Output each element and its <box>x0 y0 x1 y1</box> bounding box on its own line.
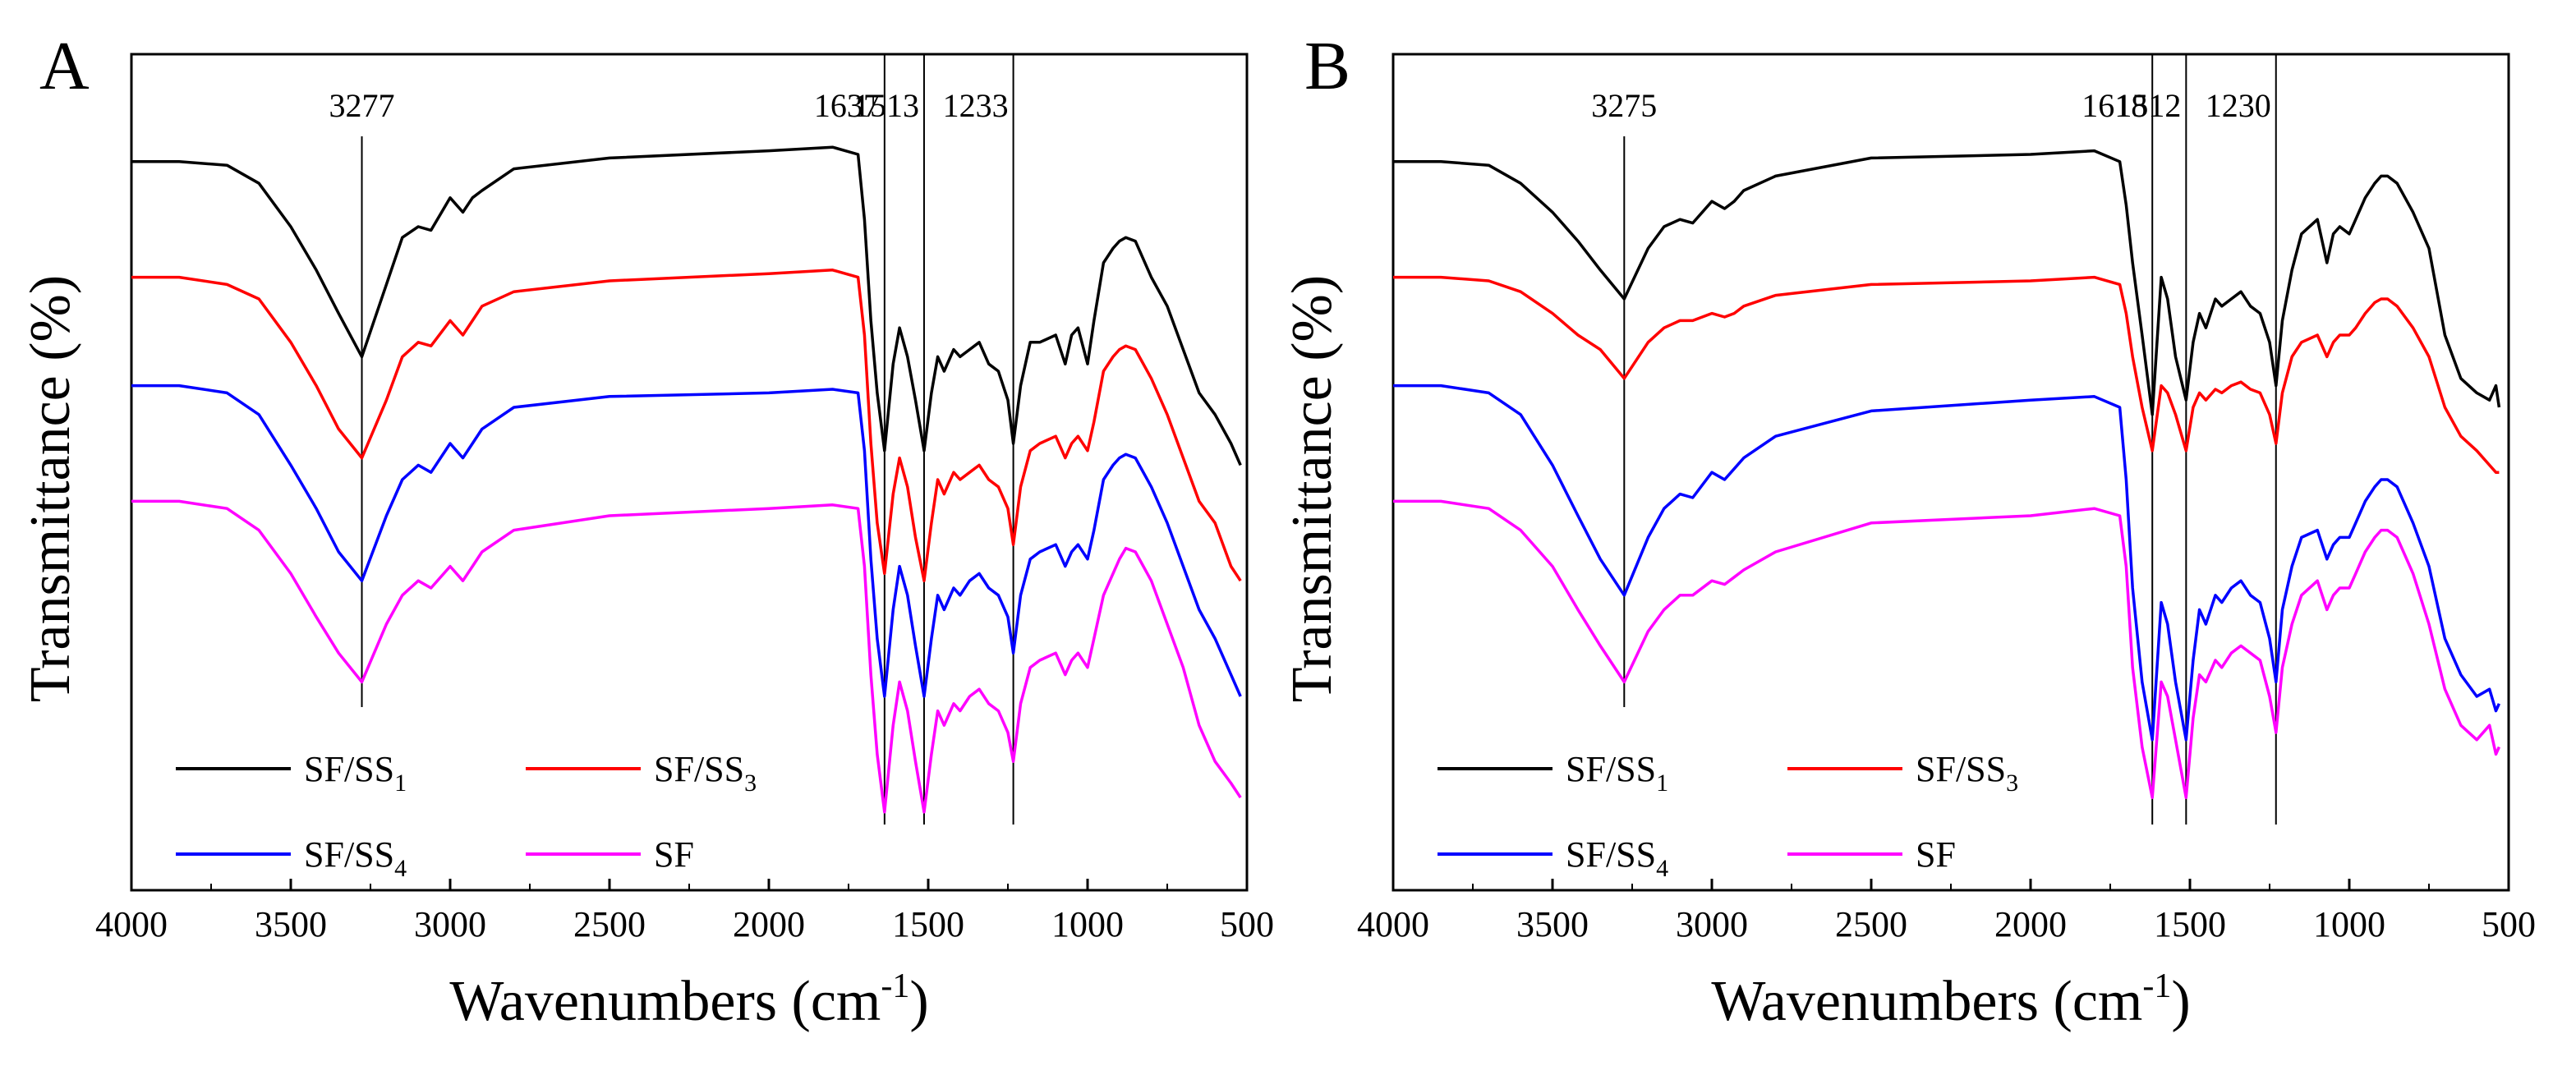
x-tick-label: 3500 <box>255 904 327 944</box>
legend-item-sf-ss3: SF/SS3 <box>1787 749 2018 797</box>
series-line-sf-ss3 <box>1393 275 2500 474</box>
legend-label: SF/SS1 <box>1566 749 1668 797</box>
series-line-sf-ss4 <box>131 384 1242 698</box>
panel-letter: A <box>39 28 90 104</box>
x-tick-label: 2500 <box>573 904 646 944</box>
legend-item-sf-ss3: SF/SS3 <box>526 749 757 797</box>
legend-item-sf: SF <box>1787 834 1956 875</box>
legend-label: SF <box>654 834 694 875</box>
legend-label: SF/SS1 <box>304 749 407 797</box>
x-tick-label: 2000 <box>1994 904 2067 944</box>
x-axis-label: Wavenumbers (cm-1) <box>1711 967 2190 1033</box>
series-line-sf-ss3 <box>131 269 1242 582</box>
peak-label-3277: 3277 <box>329 87 395 124</box>
legend-item-sf: SF <box>526 834 694 875</box>
x-tick-label: 1500 <box>892 904 964 944</box>
x-tick-label: 4000 <box>95 904 168 944</box>
legend-item-sf-ss1: SF/SS1 <box>176 749 407 797</box>
x-tick-label: 1000 <box>1051 904 1124 944</box>
x-tick-label: 3000 <box>1676 904 1748 944</box>
legend-label: SF/SS4 <box>304 834 407 882</box>
series-line-sf-ss4 <box>1393 384 2500 742</box>
y-axis-label: Transmittance (%) <box>1281 275 1344 702</box>
series-line-sf-ss1 <box>131 145 1242 466</box>
x-tick-label: 1000 <box>2313 904 2385 944</box>
series-line-sf <box>131 499 1242 814</box>
peak-label-1513: 1513 <box>853 87 919 124</box>
x-tick-label: 500 <box>2482 904 2536 944</box>
x-tick-label: 3500 <box>1516 904 1589 944</box>
x-tick-label: 4000 <box>1357 904 1429 944</box>
legend-label: SF/SS4 <box>1566 834 1668 882</box>
peak-label-1637: 1637 <box>814 87 880 124</box>
x-tick-label: 3000 <box>414 904 486 944</box>
peak-label-1230: 1230 <box>2206 87 2271 124</box>
series-line-sf-ss1 <box>1393 149 2501 416</box>
legend-label: SF/SS3 <box>1916 749 2018 797</box>
legend-label: SF/SS3 <box>654 749 757 797</box>
peak-label-1618: 1618 <box>2082 87 2147 124</box>
x-tick-label: 2000 <box>733 904 805 944</box>
legend-label: SF <box>1916 834 1956 875</box>
panel-letter: B <box>1304 28 1350 104</box>
y-axis-label: Transmittance (%) <box>19 275 82 702</box>
legend-item-sf-ss1: SF/SS1 <box>1438 749 1668 797</box>
series-line-sf <box>1393 499 2500 799</box>
peak-label-1233: 1233 <box>943 87 1009 124</box>
legend-item-sf-ss4: SF/SS4 <box>1438 834 1668 882</box>
legend-item-sf-ss4: SF/SS4 <box>176 834 407 882</box>
x-tick-label: 1500 <box>2154 904 2226 944</box>
x-tick-label: 2500 <box>1835 904 1907 944</box>
peak-label-1512: 1512 <box>2115 87 2181 124</box>
x-tick-label: 500 <box>1220 904 1274 944</box>
peak-label-3275: 3275 <box>1591 87 1657 124</box>
x-axis-label: Wavenumbers (cm-1) <box>449 967 928 1033</box>
